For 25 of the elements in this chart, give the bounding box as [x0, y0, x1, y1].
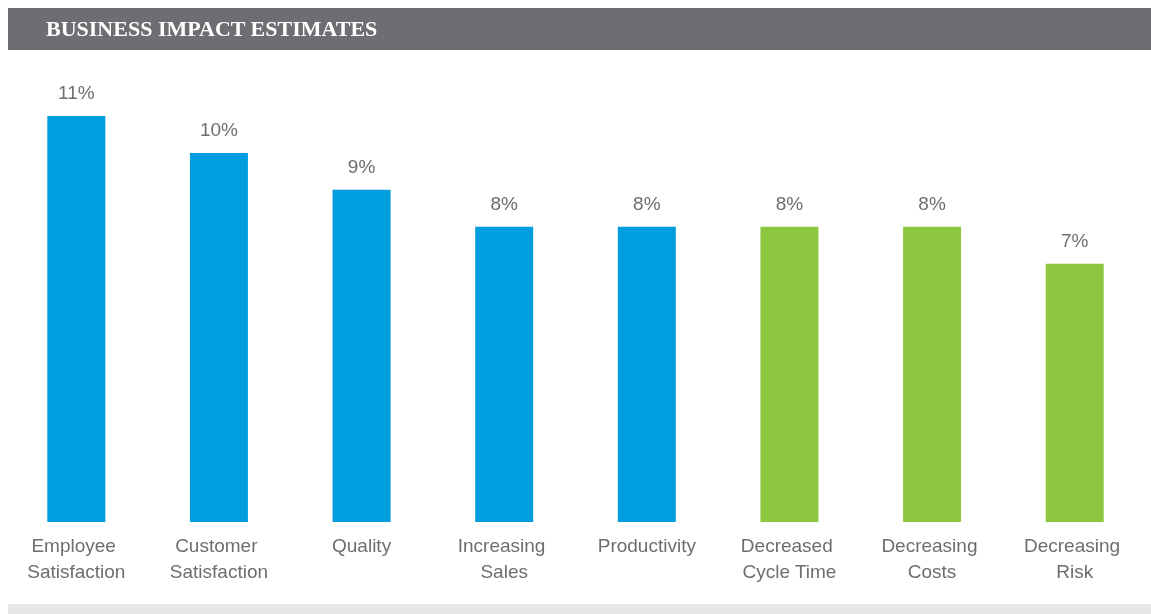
- data-label: 7%: [1060, 229, 1089, 251]
- x-tick-label: Productivity: [597, 534, 697, 556]
- data-label: 10%: [199, 118, 239, 140]
- bar: [760, 226, 819, 522]
- x-tick-label: Decreasing Costs: [881, 534, 983, 582]
- bar: [903, 226, 962, 522]
- data-label: 8%: [633, 192, 661, 214]
- data-label: 8%: [775, 192, 804, 214]
- bar: [617, 226, 676, 522]
- x-tick-label: Increasing Sales: [457, 534, 551, 582]
- data-label: 8%: [490, 192, 519, 214]
- bar: [332, 189, 391, 522]
- data-label: 9%: [347, 155, 376, 177]
- x-tick-label: Customer Satisfaction: [169, 534, 269, 582]
- chart-title: BUSINESS IMPACT ESTIMATES: [8, 8, 1151, 50]
- x-tick-label: Decreased Cycle Time: [740, 534, 839, 582]
- x-tick-label: Quality: [331, 534, 392, 556]
- bar: [1045, 263, 1104, 522]
- bar: [47, 116, 106, 522]
- bar: [189, 152, 248, 522]
- bar: [475, 226, 534, 522]
- x-tick-label: Employee Satisfaction: [27, 534, 126, 582]
- x-tick-label: Decreasing Risk: [1023, 534, 1126, 582]
- data-label: 8%: [918, 192, 946, 214]
- data-label: 11%: [58, 82, 95, 103]
